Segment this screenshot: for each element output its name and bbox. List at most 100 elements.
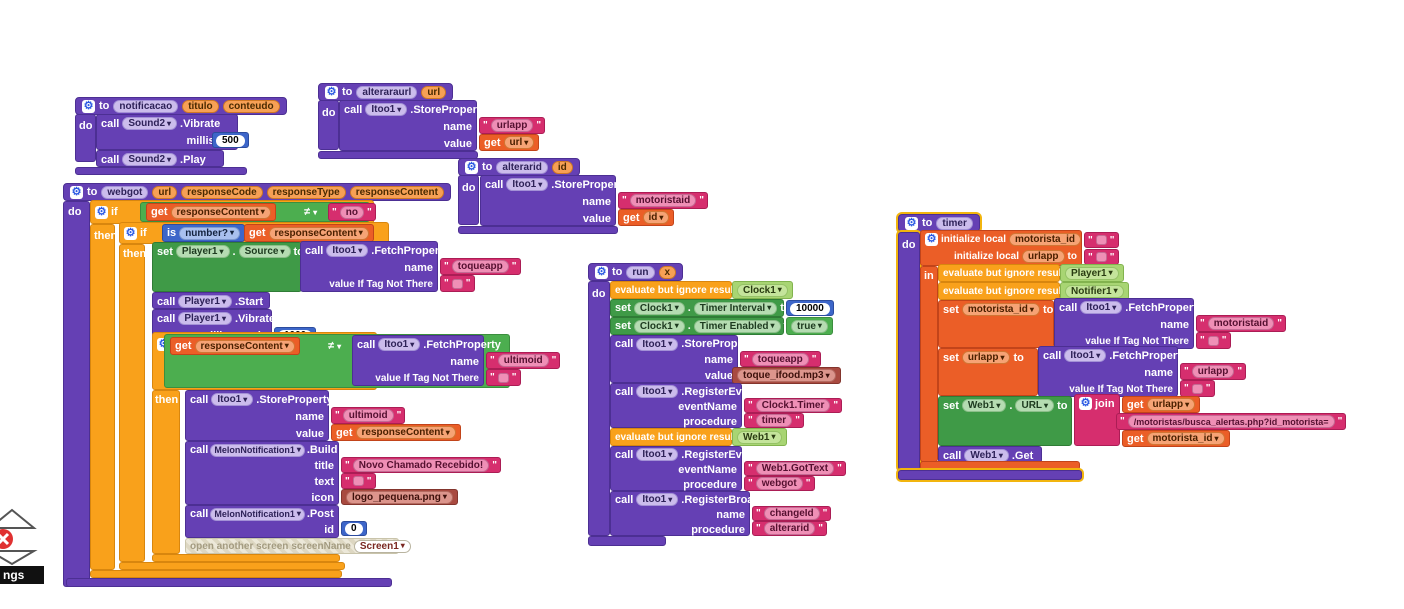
string-toqueapp[interactable]: " toqueapp " bbox=[740, 351, 821, 367]
param-responsecode[interactable]: responseCode bbox=[181, 185, 263, 199]
var-dropdown[interactable]: responseContent ▾ bbox=[170, 205, 271, 219]
get-responsecontent[interactable]: get responseContent ▾ bbox=[170, 337, 300, 355]
mutator-gear-icon[interactable]: ⚙ bbox=[905, 216, 918, 230]
dropdown-itoo1[interactable]: Itoo1 ▾ bbox=[211, 393, 254, 406]
dropdown-timer-interval[interactable]: Timer Interval ▾ bbox=[693, 301, 778, 315]
component-dropdown[interactable]: Clock1 ▾ bbox=[737, 283, 788, 297]
dropdown-itoo1[interactable]: Itoo1 ▾ bbox=[1064, 349, 1107, 362]
empty-text-field[interactable] bbox=[352, 476, 364, 486]
empty-text-field[interactable] bbox=[1191, 383, 1203, 394]
join-block[interactable]: ⚙ join bbox=[1074, 394, 1120, 446]
empty-string-block[interactable]: " " bbox=[341, 473, 376, 489]
asset-dropdown[interactable]: toque_ifood.mp3 ▾ bbox=[737, 369, 836, 382]
proc-timer-header[interactable]: ⚙ to timer bbox=[898, 214, 980, 232]
component-dropdown[interactable]: Web1 ▾ bbox=[737, 430, 782, 444]
empty-string-block[interactable]: " " bbox=[486, 369, 521, 386]
logic-true-block[interactable]: true ▾ bbox=[786, 317, 833, 335]
proc-name-run[interactable]: run bbox=[626, 265, 655, 279]
call-itoo-fetchproperty[interactable]: call Itoo1 ▾ .FetchProperty name value If… bbox=[1054, 298, 1203, 349]
dropdown-melonnotification1[interactable]: MelonNotification1 ▾ bbox=[210, 443, 305, 457]
string-novo-chamado[interactable]: " Novo Chamado Recebido! " bbox=[341, 457, 501, 473]
call-itoo-storeproperty[interactable]: call Itoo1 ▾ .StoreProperty name value bbox=[480, 175, 628, 226]
call-player-start[interactable]: call Player1 ▾ .Start bbox=[152, 292, 270, 309]
triangle-up-icon[interactable] bbox=[0, 508, 37, 529]
mutator-gear-icon[interactable]: ⚙ bbox=[95, 205, 108, 219]
set-web-url[interactable]: set Web1 ▾ . URL ▾ to bbox=[938, 396, 1072, 446]
dropdown-player1[interactable]: Player1 ▾ bbox=[175, 245, 230, 258]
string-field[interactable]: Clock1.Timer bbox=[755, 399, 831, 412]
string-field[interactable]: Novo Chamado Recebido! bbox=[352, 458, 490, 472]
screen-dropdown[interactable]: Screen1 ▾ bbox=[353, 539, 411, 553]
param-x[interactable]: x bbox=[658, 265, 677, 279]
string-field[interactable]: urlapp bbox=[1191, 365, 1235, 378]
dropdown-itoo1[interactable]: Itoo1 ▾ bbox=[378, 338, 421, 351]
call-itoo-storeproperty[interactable]: call Itoo1 ▾ .StoreProperty name value bbox=[339, 100, 487, 151]
call-itoo-fetchproperty[interactable]: call Itoo1 ▾ .FetchProperty name value If… bbox=[300, 241, 449, 292]
dropdown-itoo1[interactable]: Itoo1 ▾ bbox=[506, 178, 549, 191]
local-var-urlapp[interactable]: urlapp bbox=[1021, 250, 1065, 263]
string-changeid[interactable]: " changeId " bbox=[752, 506, 832, 521]
string-urlapp[interactable]: " urlapp " bbox=[479, 117, 546, 134]
asset-dropdown[interactable]: logo_pequena.png ▾ bbox=[346, 490, 453, 504]
component-web1[interactable]: Web1 ▾ bbox=[732, 428, 787, 446]
string-field[interactable]: motoristaid bbox=[1207, 317, 1275, 330]
string-field[interactable]: no bbox=[339, 205, 364, 219]
dropdown-itoo1[interactable]: Itoo1 ▾ bbox=[636, 337, 679, 351]
string-motoristaid[interactable]: " motoristaid " bbox=[1196, 315, 1286, 332]
local-var-motorista-id[interactable]: motorista_id bbox=[1009, 233, 1082, 246]
get-url[interactable]: get url ▾ bbox=[479, 134, 540, 151]
component-player1[interactable]: Player1 ▾ bbox=[1060, 264, 1124, 282]
dropdown-itoo1[interactable]: Itoo1 ▾ bbox=[636, 493, 679, 506]
empty-string-block[interactable]: " " bbox=[440, 275, 475, 292]
string-field[interactable]: webgot bbox=[755, 477, 803, 490]
call-itoo-fetchproperty[interactable]: call Itoo1 ▾ .FetchProperty name value If… bbox=[352, 335, 501, 386]
string-field[interactable]: motoristaid bbox=[629, 194, 697, 207]
string-field[interactable]: toqueapp bbox=[451, 260, 509, 273]
var-dropdown[interactable]: motorista_id ▾ bbox=[1146, 432, 1225, 445]
dropdown-clock1[interactable]: Clock1 ▾ bbox=[633, 301, 685, 315]
number-field[interactable]: 500 bbox=[216, 134, 245, 147]
empty-string-block[interactable]: " " bbox=[1084, 232, 1119, 248]
var-dropdown[interactable]: motorista_id ▾ bbox=[961, 303, 1040, 316]
number-field[interactable]: 10000 bbox=[790, 302, 830, 315]
get-id[interactable]: get id ▾ bbox=[618, 209, 675, 226]
set-player-source[interactable]: set Player1 ▾ . Source ▾ to bbox=[152, 242, 304, 292]
set-var-urlapp[interactable]: set urlapp ▾ to bbox=[938, 348, 1038, 396]
mutator-gear-icon[interactable]: ⚙ bbox=[70, 185, 83, 199]
dropdown-timer-enabled[interactable]: Timer Enabled ▾ bbox=[693, 319, 781, 333]
param-url[interactable]: url bbox=[421, 85, 447, 99]
proc-name-timer[interactable]: timer bbox=[936, 216, 973, 230]
init-local-block[interactable]: ⚙ initialize local motorista_id to initi… bbox=[920, 230, 1094, 266]
string-field[interactable]: changeId bbox=[763, 507, 820, 520]
proc-name-alteraraurl[interactable]: alteraraurl bbox=[356, 85, 418, 99]
evaluate-ignore-block[interactable]: evaluate but ignore result bbox=[610, 281, 737, 299]
mutator-gear-icon[interactable]: ⚙ bbox=[925, 233, 938, 246]
string-field[interactable]: timer bbox=[755, 414, 793, 427]
mutator-gear-icon[interactable]: ⚙ bbox=[325, 85, 338, 99]
empty-string-block[interactable]: " " bbox=[1180, 380, 1215, 397]
component-dropdown[interactable]: Notifier1 ▾ bbox=[1065, 284, 1124, 298]
mutator-gear-icon[interactable]: ⚙ bbox=[1079, 397, 1092, 410]
dropdown-web1[interactable]: Web1 ▾ bbox=[961, 399, 1007, 412]
string-url-path[interactable]: " /motoristas/busca_alertas.php?id_motori… bbox=[1116, 413, 1347, 430]
dropdown-player1[interactable]: Player1 ▾ bbox=[178, 295, 232, 308]
param-responsetype[interactable]: responseType bbox=[266, 185, 346, 199]
empty-string-block[interactable]: " " bbox=[1196, 332, 1231, 349]
operator-not-equal[interactable]: ≠ ▾ bbox=[304, 206, 318, 218]
call-itoo-storeproperty[interactable]: call Itoo1 ▾ .StoreProperty name value bbox=[185, 390, 333, 441]
call-itoo-fetchproperty[interactable]: call Itoo1 ▾ .FetchProperty name value If… bbox=[1038, 346, 1187, 397]
proc-alterarid-header[interactable]: ⚙ to alterarid id bbox=[458, 158, 580, 176]
var-dropdown[interactable]: urlapp ▾ bbox=[961, 351, 1011, 364]
get-urlapp[interactable]: get urlapp ▾ bbox=[1122, 396, 1201, 413]
call-itoo-registerbroadcast[interactable]: call Itoo1 ▾ .RegisterBroadcast name proc… bbox=[610, 491, 782, 536]
call-sound2-play[interactable]: call Sound2 ▾ .Play bbox=[96, 150, 224, 167]
call-itoo-storeproperty[interactable]: call Itoo1 ▾ .StoreProperty name value bbox=[610, 335, 758, 383]
number-field[interactable]: 0 bbox=[345, 522, 363, 535]
string-field[interactable]: ultimoid bbox=[342, 409, 394, 422]
mutator-gear-icon[interactable]: ⚙ bbox=[465, 160, 478, 174]
dropdown-sound2[interactable]: Sound2 ▾ bbox=[122, 117, 178, 130]
get-responsecontent[interactable]: get responseContent ▾ bbox=[331, 424, 461, 441]
operator-not-equal[interactable]: ≠ ▾ bbox=[328, 340, 342, 352]
string-field[interactable]: ultimoid bbox=[497, 354, 549, 367]
